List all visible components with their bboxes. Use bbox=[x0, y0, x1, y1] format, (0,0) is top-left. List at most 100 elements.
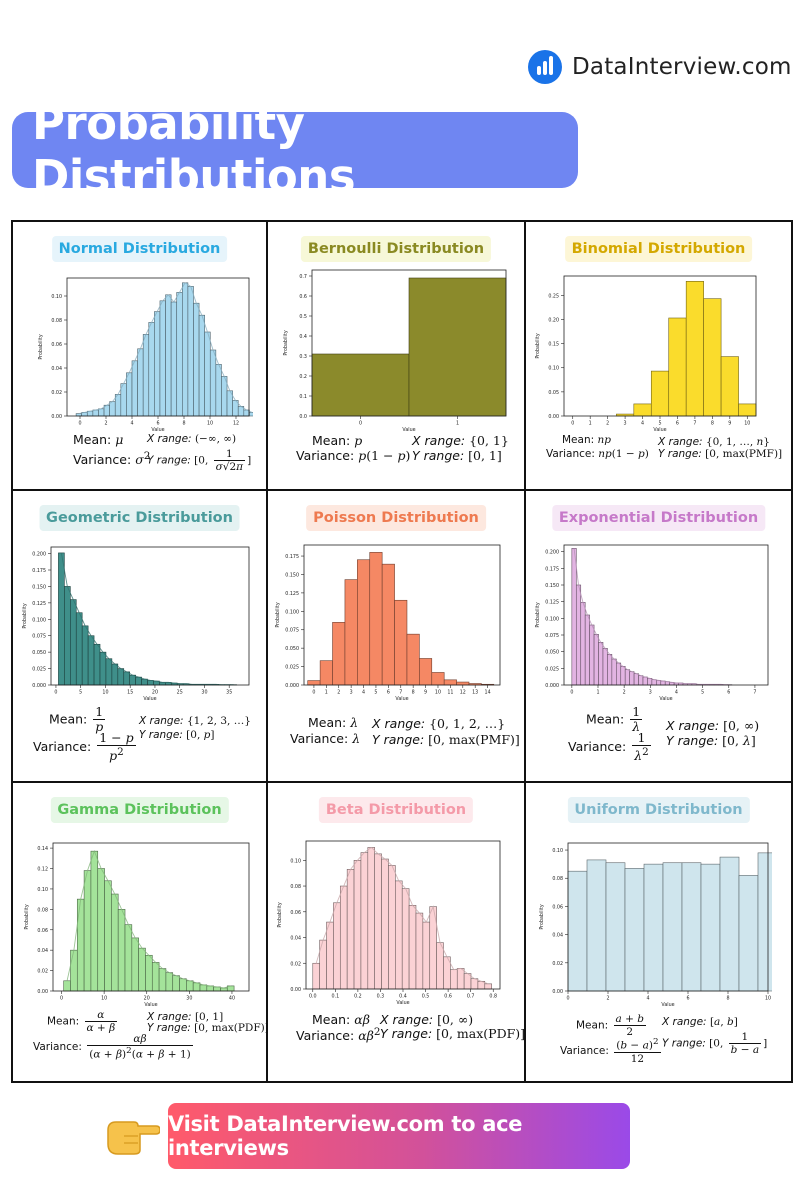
x-tick-label: 3 bbox=[649, 690, 652, 696]
x-tick-label: 2 bbox=[606, 996, 609, 1002]
x-tick-label: 0.6 bbox=[444, 994, 452, 1000]
y-tick-label: 0.175 bbox=[32, 568, 46, 574]
bar bbox=[408, 905, 417, 990]
bar bbox=[738, 403, 757, 417]
bar bbox=[436, 942, 444, 990]
bar bbox=[333, 902, 341, 990]
bar bbox=[83, 870, 92, 992]
bar bbox=[633, 403, 652, 417]
bar bbox=[757, 852, 772, 992]
y-tick-label: 0.15 bbox=[548, 342, 559, 348]
beta-x-range: X range: [0, ∞) bbox=[380, 1012, 474, 1027]
y-tick-label: 0.12 bbox=[37, 867, 48, 873]
brand-name: DataInterview.com bbox=[572, 54, 792, 80]
bar bbox=[422, 921, 431, 990]
grid-border-right bbox=[791, 220, 793, 1083]
cta-button[interactable]: Visit DataInterview.com to ace interview… bbox=[168, 1103, 630, 1169]
plot-frame bbox=[303, 544, 501, 686]
y-tick-label: 0.025 bbox=[32, 667, 46, 673]
plot-frame bbox=[52, 842, 250, 992]
x-tick-label: 10 bbox=[101, 996, 107, 1002]
cta-label: Visit DataInterview.com to ace interview… bbox=[168, 1112, 523, 1160]
bar bbox=[369, 552, 383, 686]
x-tick-label: 2 bbox=[337, 690, 340, 696]
x-tick-label: 10 bbox=[765, 996, 771, 1002]
bar bbox=[126, 372, 133, 417]
bar bbox=[431, 672, 445, 686]
x-tick-label: 5 bbox=[374, 690, 377, 696]
x-tick-label: 2 bbox=[104, 421, 107, 427]
bar bbox=[123, 671, 131, 686]
bar bbox=[484, 983, 492, 990]
grid-divider-h2 bbox=[11, 781, 793, 783]
bar bbox=[346, 869, 355, 990]
y-tick-label: 0.150 bbox=[545, 583, 559, 589]
bar bbox=[209, 349, 217, 417]
normal-y-range: Y range: [0, 1 σ√2π] bbox=[147, 448, 252, 474]
bar bbox=[629, 671, 635, 686]
x-tick-label: 13 bbox=[472, 690, 478, 696]
x-tick-label: 0.7 bbox=[467, 994, 475, 1000]
bar bbox=[199, 984, 208, 992]
bar bbox=[87, 635, 95, 686]
cell-title-gamma: Gamma Distribution bbox=[50, 797, 229, 823]
x-tick-label: 6 bbox=[727, 690, 730, 696]
bar bbox=[605, 862, 626, 992]
bar bbox=[105, 658, 113, 686]
geometric-chart: 0.000 0.025 0.050 0.075 0.100 0.125 0.150 0.175… bbox=[22, 546, 250, 702]
x-tick-label: 7 bbox=[753, 690, 756, 696]
bar bbox=[109, 401, 116, 417]
x-tick-label: 8 bbox=[412, 690, 415, 696]
cell-exponential: Exponential Distribution 0.000 0.025 0.050… bbox=[526, 491, 791, 781]
beta-mean: Mean: αβ bbox=[312, 1012, 370, 1027]
x-tick-label: 4 bbox=[130, 421, 133, 427]
bar bbox=[104, 880, 112, 992]
bar bbox=[681, 862, 702, 992]
cell-title-binomial: Binomial Distribution bbox=[564, 236, 753, 262]
bar bbox=[204, 331, 211, 417]
y-tick-label: 0.25 bbox=[548, 293, 559, 299]
y-tick-label: 0.02 bbox=[290, 961, 301, 967]
bernoulli-chart: 0.0 0.1 0.2 0.3 0.4 0.5 0.6 0.7 0 1 Value Probabili… bbox=[283, 269, 507, 433]
x-tick-label: 7 bbox=[399, 690, 402, 696]
y-tick-label: 0.08 bbox=[37, 907, 48, 913]
bar bbox=[148, 322, 155, 417]
x-tick-label: 8 bbox=[182, 421, 185, 427]
x-tick-label: 4 bbox=[646, 996, 649, 1002]
exponential-y-range: Y range: [0, λ] bbox=[666, 733, 756, 748]
cell-title-bernoulli: Bernoulli Distribution bbox=[300, 236, 492, 262]
y-tick-label: 0.125 bbox=[32, 601, 46, 607]
exponential-variance: Variance: 1 λ2 bbox=[568, 730, 651, 764]
bar bbox=[406, 633, 420, 686]
bar bbox=[70, 949, 78, 992]
x-tick-label: 6 bbox=[676, 421, 679, 427]
bar bbox=[367, 847, 375, 990]
bar bbox=[470, 978, 479, 990]
x-tick-label: 1 bbox=[456, 421, 459, 427]
bar bbox=[172, 975, 180, 992]
y-tick-label: 0.150 bbox=[32, 584, 46, 590]
bar bbox=[215, 364, 222, 417]
x-axis-label: Value bbox=[653, 427, 666, 433]
uniform-x-range: X range: [a, b] bbox=[662, 1016, 738, 1028]
bar bbox=[656, 680, 662, 686]
bar bbox=[419, 658, 433, 686]
brand-header[interactable]: DataInterview.com bbox=[528, 50, 792, 84]
x-tick-label: 0.8 bbox=[489, 994, 497, 1000]
density-curve bbox=[315, 846, 489, 985]
x-axis-label: Value bbox=[395, 696, 408, 702]
cell-title-uniform: Uniform Distribution bbox=[567, 797, 750, 823]
bar bbox=[685, 281, 704, 417]
x-tick-label: 20 bbox=[144, 996, 150, 1002]
bar bbox=[401, 888, 410, 990]
y-tick-label: 0.10 bbox=[37, 887, 48, 893]
x-tick-label: 0 bbox=[54, 690, 57, 696]
x-tick-label: 5 bbox=[701, 690, 704, 696]
normal-chart: 0.00 0.02 0.04 0.06 0.08 0.10 0 2 4 6 8 10 12 Value Pr… bbox=[38, 277, 253, 433]
grid-border-bottom bbox=[11, 1081, 793, 1083]
bar bbox=[616, 662, 622, 686]
bar bbox=[165, 294, 172, 417]
